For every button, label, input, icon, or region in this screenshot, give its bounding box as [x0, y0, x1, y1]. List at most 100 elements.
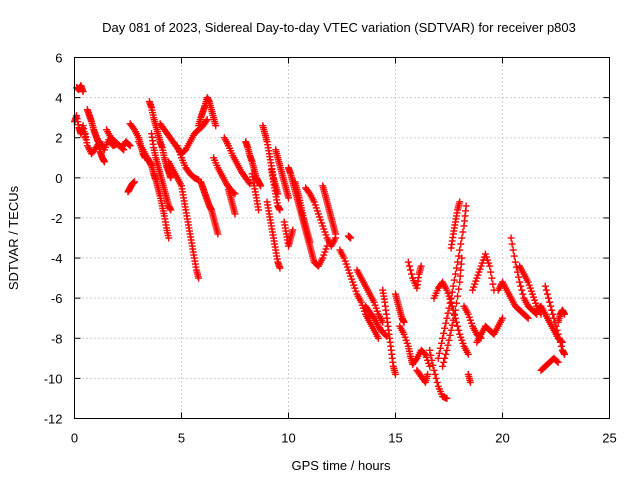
data-point: [441, 324, 449, 332]
data-point: [512, 263, 520, 271]
data-point: [392, 370, 399, 378]
data-point: [449, 282, 457, 290]
y-tick-label: -10: [44, 371, 63, 386]
data-point: [553, 326, 561, 334]
data-point: [427, 351, 435, 359]
data-point: [202, 117, 210, 125]
data-point: [454, 292, 462, 300]
x-tick-label: 20: [495, 431, 509, 446]
y-tick-label: 2: [55, 131, 62, 146]
data-point: [434, 354, 442, 362]
data-point: [446, 299, 454, 307]
data-point: [462, 202, 470, 210]
y-tick-label: -6: [51, 291, 63, 306]
data-point: [561, 310, 569, 318]
data-point: [347, 234, 355, 242]
data-point: [511, 258, 519, 266]
data-point: [448, 321, 456, 329]
data-point: [230, 189, 238, 197]
data-point: [541, 282, 549, 290]
data-point: [120, 146, 128, 154]
data-point: [556, 338, 564, 346]
data-point: [444, 341, 452, 349]
y-axis-label: SDTVAR / TECUs: [6, 185, 21, 290]
data-point: [443, 346, 451, 354]
data-point: [203, 116, 211, 124]
data-point: [457, 240, 465, 248]
data-point: [167, 206, 175, 214]
data-point: [440, 358, 448, 366]
data-point: [553, 357, 561, 365]
data-point: [441, 354, 449, 362]
data-point: [524, 314, 532, 322]
data-point: [548, 306, 556, 314]
data-point: [412, 356, 420, 364]
data-point: [79, 88, 87, 96]
data-point: [417, 262, 425, 270]
data-point: [446, 331, 454, 339]
data-point: [545, 294, 553, 302]
data-point: [276, 264, 284, 272]
data-point: [289, 226, 297, 234]
data-point: [447, 326, 455, 334]
data-point: [212, 122, 220, 130]
y-tick-label: -2: [51, 211, 63, 226]
data-point: [457, 266, 465, 274]
data-point: [432, 374, 440, 382]
data-point: [430, 366, 438, 374]
data-point: [523, 313, 531, 321]
data-point: [518, 286, 526, 294]
data-point: [433, 378, 441, 386]
data-point: [546, 298, 554, 306]
data-point: [554, 330, 562, 338]
data-point: [420, 349, 428, 357]
x-tick-label: 25: [602, 431, 616, 446]
data-point: [305, 188, 313, 196]
data-point: [543, 290, 551, 298]
data-point: [167, 174, 175, 182]
data-point: [451, 270, 459, 278]
data-point: [285, 194, 292, 202]
y-tick-label: 6: [55, 51, 62, 66]
data-point: [555, 334, 563, 342]
data-point: [429, 361, 437, 369]
data-point: [448, 288, 456, 296]
x-tick-label: 5: [178, 431, 185, 446]
x-axis-label: GPS time / hours: [292, 458, 391, 473]
data-point: [452, 299, 460, 307]
data-point: [442, 319, 450, 327]
data-point: [487, 268, 495, 276]
data-point: [450, 311, 458, 319]
data-point: [405, 262, 413, 270]
data-point: [443, 314, 451, 322]
data-point: [424, 370, 432, 378]
data-point: [439, 334, 447, 342]
data-point: [516, 278, 524, 286]
data-point: [257, 182, 265, 190]
data-point: [436, 344, 444, 352]
data-point: [444, 309, 452, 317]
data-point: [435, 349, 443, 357]
data-point: [458, 234, 466, 242]
data-point: [445, 304, 453, 312]
y-tick-label: 4: [55, 91, 62, 106]
y-tick-label: 0: [55, 171, 62, 186]
data-point: [231, 210, 239, 218]
plot-frame: [74, 57, 610, 419]
data-point: [561, 350, 569, 358]
y-tick-label: -4: [51, 251, 63, 266]
data-point: [509, 246, 517, 254]
data-point: [456, 278, 464, 286]
data-point: [455, 326, 463, 334]
data-point: [466, 378, 474, 386]
data-point: [456, 246, 464, 254]
data-point: [246, 180, 254, 188]
data-point: [451, 306, 459, 314]
data-point: [404, 258, 412, 266]
data-point: [447, 294, 455, 302]
x-tick-label: 0: [71, 431, 78, 446]
data-point: [442, 350, 450, 358]
data-point: [552, 322, 560, 330]
data-point: [426, 362, 434, 370]
